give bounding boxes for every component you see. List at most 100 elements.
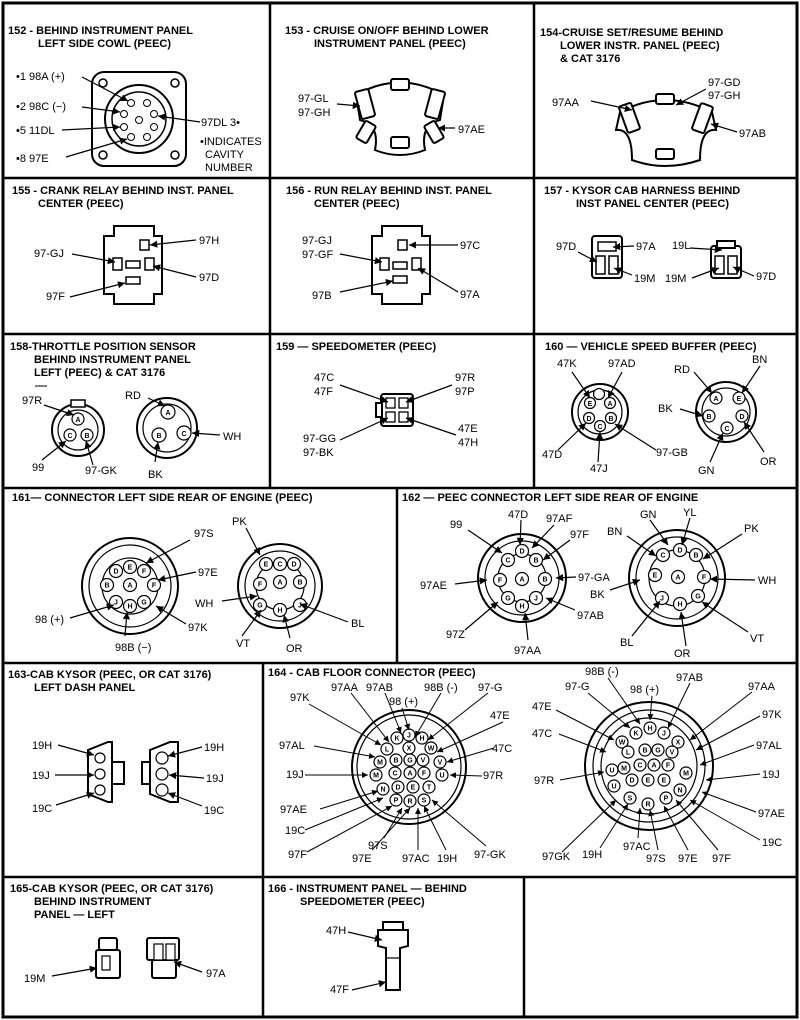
pin-e-160l: E [588, 401, 593, 408]
pin-161l-7-socket [122, 598, 138, 614]
connector-159 [375, 393, 414, 427]
pin-d-160l: D [586, 416, 591, 423]
label-97r-158: 97R [22, 395, 42, 407]
leader-line-164-31 [689, 799, 761, 841]
pin-162l-2: B [533, 558, 538, 565]
label-98plus-164l: 98 (+) [389, 696, 418, 708]
label-97gk-158: 97-GK [85, 465, 117, 477]
pin-161r-2-socket [252, 576, 268, 592]
pin-164l-19: T [427, 785, 432, 792]
pin-162l-3: F [498, 578, 503, 585]
panel-166-title-2: SPEEDOMETER (PEEC) [300, 896, 425, 908]
label-98b-164l: 98B (-) [424, 682, 458, 694]
pin-161l-1-socket [108, 563, 124, 579]
pin-164r-16-socket [625, 773, 639, 787]
panel-158-title-2: BEHIND INSTRUMENT PANEL [34, 354, 191, 366]
label-97ac-164l: 97AC [402, 853, 430, 865]
label-11dl: •5 11DL [16, 125, 55, 137]
pin-162r-8: G [695, 594, 701, 601]
panel-163-title-1: 163-CAB KYSOR (PEEC, OR CAT 3176) [8, 669, 212, 681]
pin-161l-4-socket [122, 577, 138, 593]
label-97r-164r: 97R [534, 775, 554, 787]
panel-159-title: 159 — SPEEDOMETER (PEEC) [276, 341, 436, 353]
pin-162r-2: B [693, 553, 698, 560]
pin-164r-6-socket [638, 743, 652, 757]
pin-164l-14: F [422, 771, 427, 778]
pin-162l-7: H [519, 604, 524, 611]
pin-164l-14-socket [417, 766, 431, 780]
label-97f-164l: 97F [288, 849, 307, 861]
pin-164l-11: M [373, 773, 379, 780]
pin-162l-4-socket [514, 571, 530, 587]
pin-a-160r: A [713, 396, 718, 403]
label-97a-165: 97A [206, 968, 226, 980]
label-47j: 47J [590, 463, 608, 475]
label-19c-164r: 19C [762, 837, 782, 849]
panel-157: 157 - KYSOR CAB HARNESS BEHIND INST PANE… [544, 185, 776, 285]
leader-line-164-27 [699, 744, 755, 766]
label-19l: 19L [672, 240, 690, 252]
pin-162l-6: G [505, 596, 511, 603]
label-47f: 47F [314, 386, 333, 398]
connector-157-right [710, 240, 742, 279]
pin-164r-1: H [647, 726, 652, 733]
leader-line-164-8 [446, 747, 495, 764]
label-97ae-162: 97AE [420, 580, 447, 592]
panel-154-title-2: LOWER INSTR. PANEL (PEEC) [560, 40, 720, 52]
label-97ab: 97AB [739, 128, 766, 140]
pin-161r-0: E [264, 562, 269, 569]
label-97k-161: 97K [188, 622, 208, 634]
label-47e-164l: 47E [490, 710, 510, 722]
pin-164r-20-socket [623, 791, 637, 805]
panel-162: 162 — PEEC CONNECTOR LEFT SIDE REAR OF E… [402, 492, 776, 660]
label-97gk-164l: 97-GK [474, 849, 506, 861]
pin-162r-3-socket [647, 567, 663, 583]
pin-164l-11-socket [369, 768, 383, 782]
pin-162r-4-socket [670, 569, 686, 585]
label-98plus-161: 98 (+) [35, 614, 64, 626]
leader-line-164-22 [667, 682, 691, 729]
pin-164r-2: J [662, 731, 666, 738]
pin-164r-22: P [664, 796, 669, 803]
label-or-160: OR [760, 456, 777, 468]
pin-164r-18: E [662, 778, 667, 785]
label-97aa-162: 97AA [514, 645, 542, 657]
label-97gj-156: 97-GJ [302, 235, 332, 247]
panel-155: 155 - CRANK RELAY BEHIND INST. PANEL CEN… [12, 185, 234, 305]
pin-164r-21: R [645, 802, 650, 809]
panel-156-title-2: CENTER (PEEC) [314, 198, 400, 210]
label-19j-164l: 19J [286, 769, 304, 781]
label-97gl: 97-GL [298, 93, 329, 105]
panel-164-title: 164 - CAB FLOOR CONNECTOR (PEEC) [268, 667, 476, 679]
leader-line-164-30 [701, 791, 757, 813]
leader-line-164-24 [689, 691, 753, 741]
label-19m-157b: 19M [665, 273, 686, 285]
label-bl-161: BL [351, 618, 364, 630]
pin-164r-3: W [619, 740, 626, 747]
panel-153-title-1: 153 - CRUISE ON/OFF BEHIND LOWER [285, 25, 489, 37]
label-97ac-164r: 97AC [623, 841, 651, 853]
pin-162r-0: C [660, 553, 665, 560]
pin-164l-8: G [407, 758, 413, 765]
pin-164r-18-socket [657, 773, 671, 787]
pin-b-158l: B [84, 433, 89, 440]
pin-164l-4: X [407, 746, 412, 753]
pin-164l-8-socket [403, 753, 417, 767]
pin-164l-21: R [407, 799, 412, 806]
pin-161l-8: G [141, 600, 147, 607]
pin-164r-5: L [626, 750, 631, 757]
pin-164l-20-socket [389, 793, 403, 807]
pin-164l-7: B [393, 758, 398, 765]
pin-162l-1: D [519, 549, 524, 556]
pin-162l-3-socket [492, 572, 508, 588]
label-bl-162: BL [620, 637, 633, 649]
leader-line-164-26 [558, 733, 607, 753]
label-97gh: 97-GH [298, 107, 330, 119]
label-47d-162: 47D [508, 509, 528, 521]
pin-161l-5: F [152, 583, 157, 590]
panel-165-title-1: 165-CAB KYSOR (PEEC, OR CAT 3176) [10, 883, 214, 895]
leader-line-164-19 [607, 677, 641, 725]
pin-164r-16: D [629, 778, 634, 785]
pin-e-160r: E [737, 396, 742, 403]
